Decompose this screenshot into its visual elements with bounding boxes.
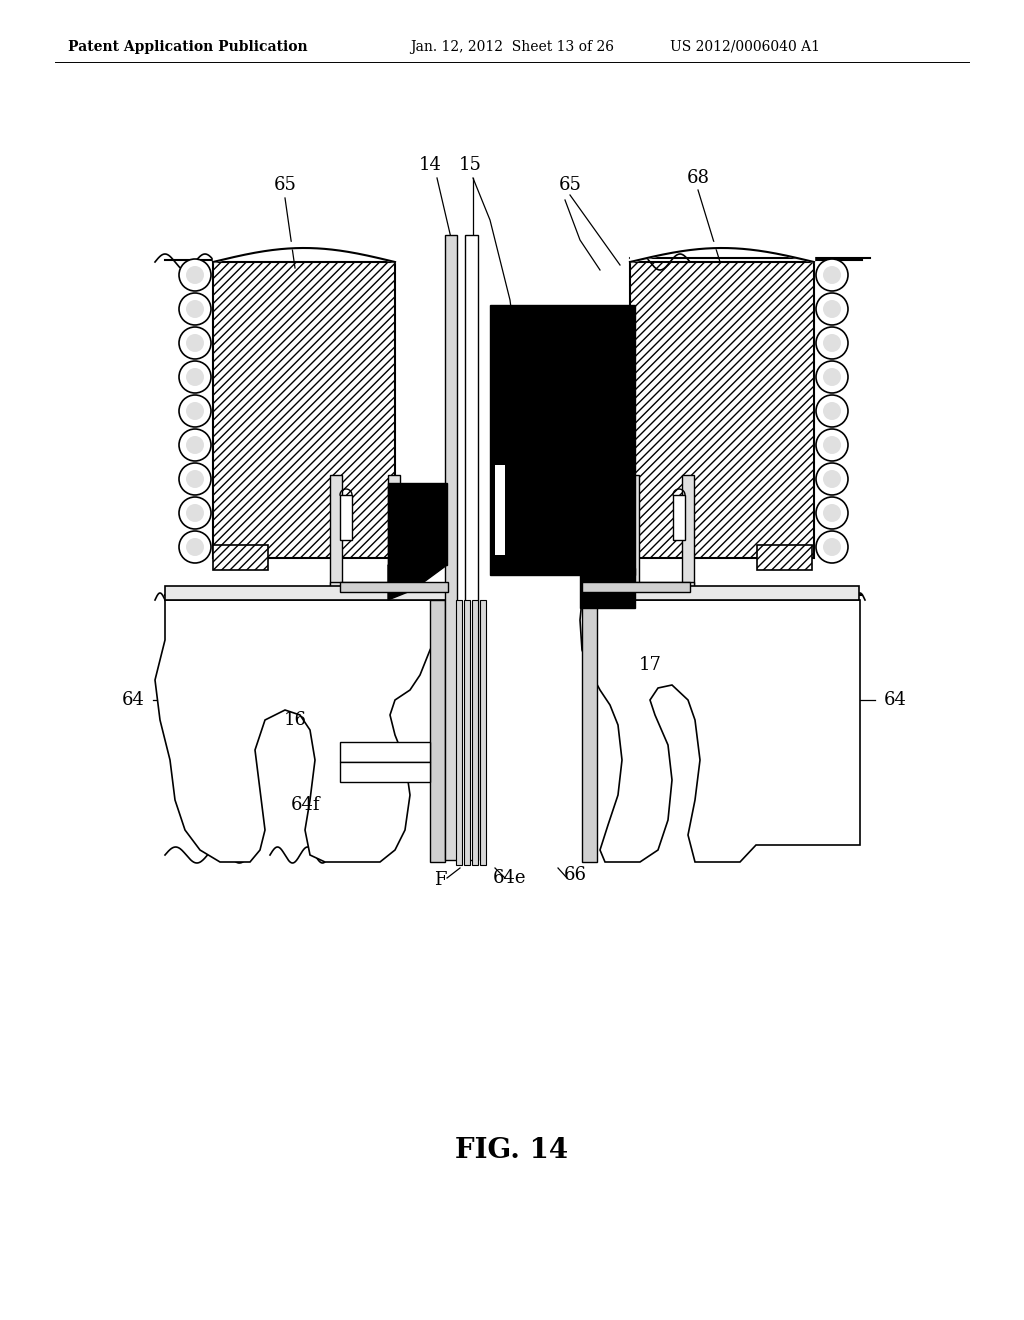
Bar xyxy=(630,261,814,558)
Circle shape xyxy=(823,504,841,521)
Bar xyxy=(340,582,449,591)
Circle shape xyxy=(179,293,211,325)
Text: F: F xyxy=(434,871,446,888)
Circle shape xyxy=(186,403,204,420)
Circle shape xyxy=(186,436,204,454)
Circle shape xyxy=(823,300,841,318)
Circle shape xyxy=(179,463,211,495)
Circle shape xyxy=(179,360,211,393)
Bar xyxy=(682,475,694,590)
Bar xyxy=(582,586,859,601)
Text: 64: 64 xyxy=(884,690,906,709)
Bar xyxy=(495,465,505,554)
Bar xyxy=(472,601,478,865)
Bar xyxy=(627,582,694,590)
Bar xyxy=(480,601,486,865)
Text: 65: 65 xyxy=(558,176,582,194)
Text: 66: 66 xyxy=(563,866,587,884)
Text: 17: 17 xyxy=(639,656,662,675)
Bar xyxy=(213,545,268,570)
Circle shape xyxy=(186,539,204,556)
Circle shape xyxy=(816,360,848,393)
Circle shape xyxy=(823,334,841,352)
Circle shape xyxy=(816,327,848,359)
Circle shape xyxy=(186,300,204,318)
Bar xyxy=(465,235,478,861)
Text: 64f: 64f xyxy=(290,796,319,814)
Text: 64e: 64e xyxy=(494,869,526,887)
Bar xyxy=(340,762,430,781)
Text: 16: 16 xyxy=(284,711,306,729)
Text: US 2012/0006040 A1: US 2012/0006040 A1 xyxy=(670,40,820,54)
Bar xyxy=(213,261,395,558)
Circle shape xyxy=(816,463,848,495)
Bar xyxy=(165,586,450,601)
Text: 64: 64 xyxy=(122,690,144,709)
Circle shape xyxy=(816,259,848,290)
Circle shape xyxy=(186,334,204,352)
Text: 14: 14 xyxy=(419,156,441,174)
Circle shape xyxy=(179,327,211,359)
Circle shape xyxy=(823,470,841,488)
Bar xyxy=(757,545,812,570)
Bar xyxy=(582,601,597,862)
Polygon shape xyxy=(155,601,445,862)
Circle shape xyxy=(823,539,841,556)
Bar xyxy=(582,582,690,591)
Text: 65: 65 xyxy=(273,176,296,194)
Text: Jan. 12, 2012  Sheet 13 of 26: Jan. 12, 2012 Sheet 13 of 26 xyxy=(410,40,614,54)
Bar xyxy=(388,475,400,590)
Bar xyxy=(627,475,639,590)
Bar xyxy=(430,601,445,862)
Bar xyxy=(490,305,635,576)
Polygon shape xyxy=(580,601,860,862)
Bar xyxy=(340,742,430,762)
Circle shape xyxy=(823,403,841,420)
Circle shape xyxy=(179,259,211,290)
Circle shape xyxy=(816,429,848,461)
Text: Patent Application Publication: Patent Application Publication xyxy=(68,40,307,54)
Text: FIG. 14: FIG. 14 xyxy=(456,1137,568,1163)
Bar xyxy=(456,601,462,865)
Circle shape xyxy=(816,498,848,529)
Circle shape xyxy=(816,293,848,325)
Circle shape xyxy=(179,498,211,529)
Text: 68: 68 xyxy=(686,169,710,187)
Circle shape xyxy=(179,531,211,564)
Circle shape xyxy=(823,436,841,454)
Bar xyxy=(445,235,457,861)
Bar xyxy=(340,495,352,540)
Circle shape xyxy=(823,267,841,284)
Circle shape xyxy=(186,368,204,385)
Bar xyxy=(580,568,635,609)
Bar xyxy=(388,483,447,565)
Circle shape xyxy=(179,395,211,426)
Polygon shape xyxy=(388,565,447,601)
Bar xyxy=(330,475,342,590)
Circle shape xyxy=(823,368,841,385)
Circle shape xyxy=(186,504,204,521)
Circle shape xyxy=(186,470,204,488)
Bar xyxy=(330,582,400,590)
Circle shape xyxy=(816,395,848,426)
Bar xyxy=(464,601,470,865)
Bar xyxy=(673,495,685,540)
Text: 15: 15 xyxy=(459,156,481,174)
Circle shape xyxy=(816,531,848,564)
Circle shape xyxy=(179,429,211,461)
Circle shape xyxy=(186,267,204,284)
